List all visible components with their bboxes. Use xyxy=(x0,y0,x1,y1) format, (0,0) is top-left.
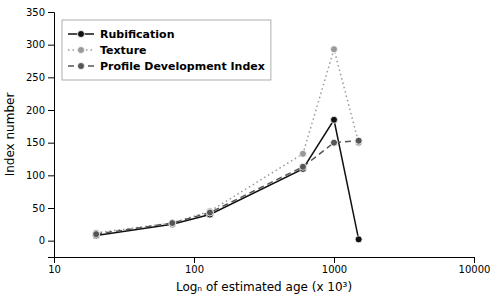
data-point xyxy=(169,220,176,227)
y-tick-label: 350 xyxy=(26,7,45,18)
data-point xyxy=(355,137,362,144)
y-tick-mark xyxy=(48,12,54,13)
data-point xyxy=(93,231,100,238)
y-tick-mark xyxy=(48,241,54,242)
series xyxy=(93,116,363,243)
legend: Rubification Texture Profile Development I… xyxy=(62,20,271,80)
y-tick-label: 150 xyxy=(26,137,45,148)
data-point xyxy=(299,150,306,157)
x-tick-label: 10 xyxy=(48,264,61,275)
x-axis-line xyxy=(55,258,475,264)
chart-svg: 10 100 1000 10000 0 50 100 150 200 250 300 350 Rubif… xyxy=(0,0,500,299)
data-point xyxy=(331,116,338,123)
x-tick: 10 xyxy=(48,257,61,275)
legend-item: Profile Development Index xyxy=(68,60,265,73)
y-tick-mark xyxy=(48,110,54,111)
y-tick-mark xyxy=(48,175,54,176)
y-tick: 350 xyxy=(26,7,54,18)
y-axis-title: Index number xyxy=(3,93,17,177)
y-tick-label: 250 xyxy=(26,72,45,83)
legend-item: Texture xyxy=(68,44,147,57)
data-point xyxy=(299,163,306,170)
y-axis: 0 50 100 150 200 250 300 350 xyxy=(26,7,55,258)
data-point xyxy=(331,139,338,146)
x-tick-label: 10000 xyxy=(459,264,491,275)
data-point xyxy=(206,209,213,216)
x-tick-mark xyxy=(194,257,195,263)
x-tick: 100 xyxy=(185,257,204,275)
y-tick: 200 xyxy=(26,105,54,116)
data-point xyxy=(331,46,338,53)
data-point xyxy=(355,236,362,243)
y-tick-label: 300 xyxy=(26,39,45,50)
legend-label: Rubification xyxy=(100,28,174,41)
y-tick: 0 xyxy=(39,235,54,246)
legend-key-marker xyxy=(78,47,85,54)
y-tick-mark xyxy=(48,45,54,46)
y-tick: 50 xyxy=(32,203,54,214)
x-tick: 1000 xyxy=(322,257,347,275)
x-tick: 10000 xyxy=(459,257,491,275)
x-axis-title: Logₙ of estimated age (x 10³) xyxy=(176,280,352,294)
y-tick-label: 0 xyxy=(39,235,45,246)
legend-label: Profile Development Index xyxy=(100,60,265,73)
legend-item: Rubification xyxy=(68,28,174,41)
y-tick-mark xyxy=(48,143,54,144)
legend-key-marker xyxy=(78,31,85,38)
series-line xyxy=(96,141,359,234)
data-point xyxy=(169,220,176,227)
legend-label: Texture xyxy=(100,44,147,57)
y-tick: 150 xyxy=(26,137,54,148)
x-tick-mark xyxy=(334,257,335,263)
y-tick-label: 50 xyxy=(32,203,45,214)
x-tick-label: 1000 xyxy=(322,264,347,275)
plot-area: 10 100 1000 10000 0 50 100 150 200 250 300 350 Rubif… xyxy=(26,7,491,275)
y-tick: 300 xyxy=(26,39,54,50)
x-tick-label: 100 xyxy=(185,264,204,275)
legend-key-marker xyxy=(78,63,85,70)
series-line xyxy=(96,120,359,240)
y-tick-label: 100 xyxy=(26,170,45,181)
legend-box xyxy=(62,20,271,80)
y-tick: 250 xyxy=(26,72,54,83)
x-axis: 10 100 1000 10000 xyxy=(48,257,490,275)
y-tick: 100 xyxy=(26,170,54,181)
y-tick-mark xyxy=(48,77,54,78)
series xyxy=(93,137,363,237)
y-axis-line xyxy=(48,13,55,258)
y-tick-mark xyxy=(48,208,54,209)
x-tick-mark xyxy=(474,257,475,263)
y-tick-label: 200 xyxy=(26,105,45,116)
